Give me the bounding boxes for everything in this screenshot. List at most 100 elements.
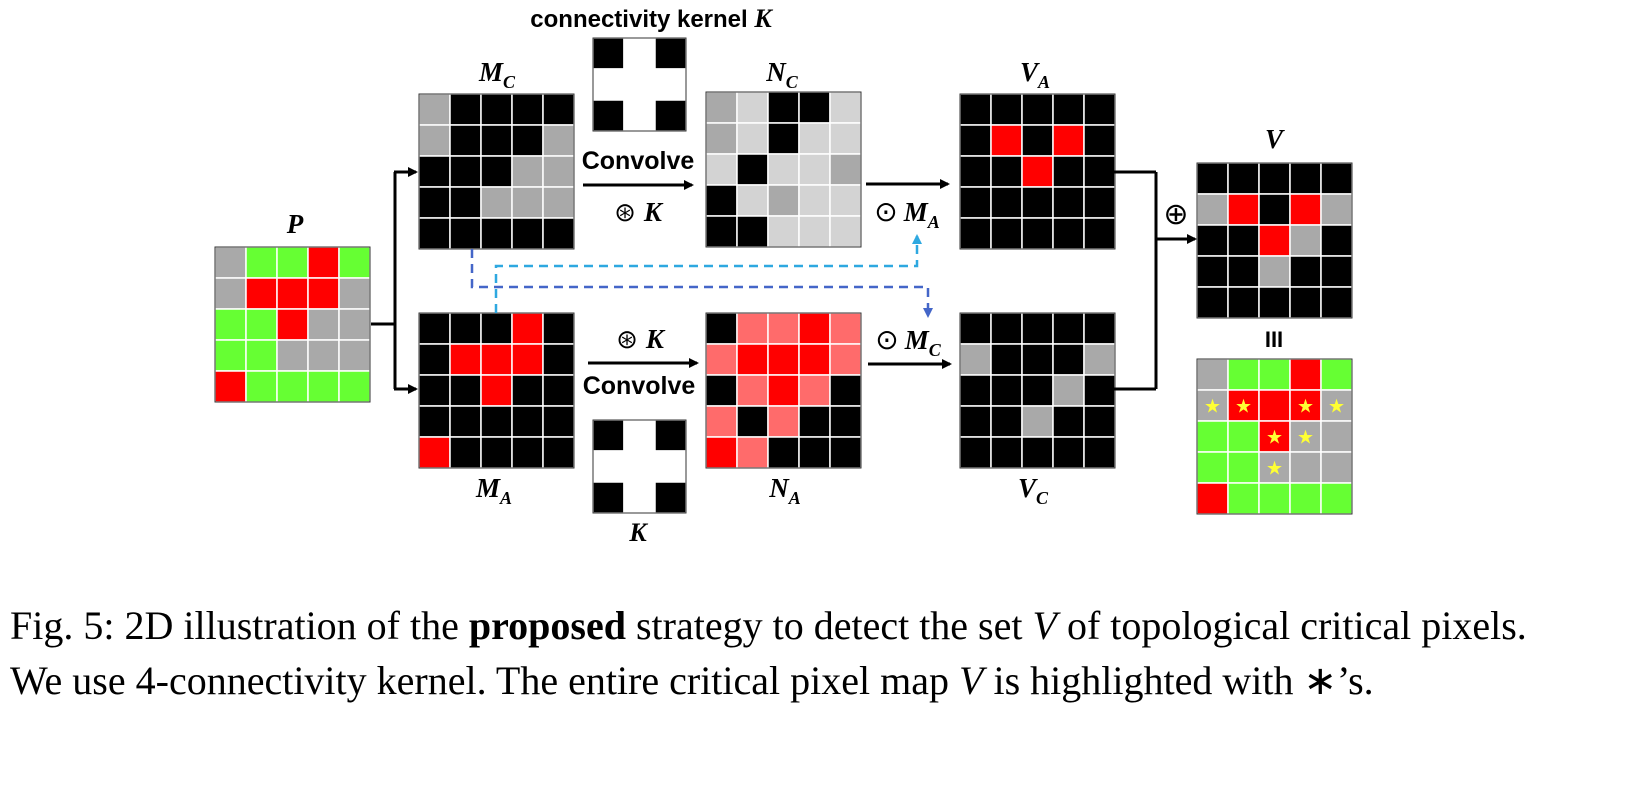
- grid-cell: [542, 436, 575, 469]
- grid-cell: [959, 155, 992, 188]
- grid-mc: [418, 93, 575, 250]
- grid-cell: [1052, 343, 1085, 376]
- grid-cell: [736, 122, 769, 155]
- grid-cell: [736, 184, 769, 217]
- grid-cell: [1021, 405, 1054, 438]
- grid-cell: [1320, 255, 1353, 288]
- grid-cell: [1320, 224, 1353, 257]
- label-p: P: [286, 209, 304, 239]
- grid-cell: [1021, 93, 1054, 126]
- grid-cell: [990, 93, 1023, 126]
- grid-cell: [1227, 224, 1260, 257]
- grid-cell: [990, 436, 1023, 469]
- grid-cell: [214, 277, 247, 310]
- label-na: NA: [768, 473, 801, 508]
- grid-cell: [959, 93, 992, 126]
- grid-cell: [511, 155, 544, 188]
- grid-cell: [705, 343, 738, 376]
- grid-cell: [542, 312, 575, 345]
- label-oplus: ⊕: [1163, 197, 1188, 232]
- grid-cell: [1258, 358, 1291, 391]
- grid-cell: [418, 93, 451, 126]
- grid-cell: [480, 93, 513, 126]
- grid-vc: [959, 312, 1116, 469]
- grid-border: [705, 312, 862, 469]
- grid-cell: [1227, 420, 1260, 453]
- grid-cell: [418, 343, 451, 376]
- grid-border: [592, 419, 687, 514]
- grid-cell: [1320, 451, 1353, 484]
- grid-cell: [480, 155, 513, 188]
- grid-cell: [1258, 193, 1291, 226]
- grid-cell: [480, 436, 513, 469]
- grid-cell: [990, 186, 1023, 219]
- grid-cell: [542, 155, 575, 188]
- grid-cell: [705, 215, 738, 248]
- grid-cell: [654, 68, 687, 101]
- grid-cell: [798, 405, 831, 438]
- grid-cell: [829, 153, 862, 186]
- grid-cell: [1289, 286, 1322, 319]
- grid-cell: [736, 405, 769, 438]
- grid-cell: [829, 436, 862, 469]
- grid-cell: [338, 277, 371, 310]
- grid-cell: [542, 405, 575, 438]
- grid-cell: [449, 436, 482, 469]
- grid-cell: [767, 312, 800, 345]
- grid-cell: [959, 312, 992, 345]
- grid-cell: [767, 153, 800, 186]
- grid-cell: [990, 124, 1023, 157]
- grid-cell: [959, 186, 992, 219]
- grid-cell: [480, 217, 513, 250]
- grid-nc: [705, 91, 862, 248]
- grid-cell: [1052, 93, 1085, 126]
- grid-cell: [214, 370, 247, 403]
- grid-cell: [1196, 224, 1229, 257]
- grid-cell: [1052, 217, 1085, 250]
- grid-cell: [276, 370, 309, 403]
- grid-cell: [767, 215, 800, 248]
- grid-cell: [542, 343, 575, 376]
- grid-cell: [1196, 193, 1229, 226]
- grid-cell: [338, 339, 371, 372]
- grid-cell: [418, 155, 451, 188]
- grid-cell: [338, 246, 371, 279]
- grid-cell: [1083, 186, 1116, 219]
- grid-cell: [214, 308, 247, 341]
- grid-cell: [767, 184, 800, 217]
- label-nc: NC: [765, 57, 799, 92]
- grid-cell: [959, 405, 992, 438]
- grid-cell: [480, 374, 513, 407]
- grid-cell: [449, 374, 482, 407]
- grid-cell: [1227, 451, 1260, 484]
- grid-cell: [1227, 162, 1260, 195]
- grid-cell: [705, 153, 738, 186]
- grid-cell: [798, 343, 831, 376]
- grid-cell: [480, 405, 513, 438]
- grid-cell: [959, 374, 992, 407]
- grid-cell: [1289, 451, 1322, 484]
- grid-iii: [1196, 358, 1353, 515]
- grid-cell: [307, 308, 340, 341]
- grid-cell: [276, 339, 309, 372]
- grid-cell: [623, 37, 656, 70]
- grid-cell: [736, 374, 769, 407]
- grid-cell: [1289, 224, 1322, 257]
- grid-cell: [1289, 162, 1322, 195]
- grid-cell: [1227, 193, 1260, 226]
- grid-cell: [449, 312, 482, 345]
- grid-cell: [798, 91, 831, 124]
- grid-cell: [1227, 389, 1260, 422]
- label-kernel-bottom: K: [628, 518, 648, 547]
- grid-cell: [1258, 420, 1291, 453]
- grid-na: [705, 312, 862, 469]
- grid-cell: [338, 370, 371, 403]
- grid-cell: [245, 308, 278, 341]
- grid-cell: [418, 217, 451, 250]
- star-icon: ★: [1328, 396, 1345, 418]
- grid-cell: [990, 343, 1023, 376]
- grid-cell: [511, 405, 544, 438]
- grid-cell: [654, 419, 687, 452]
- grid-cell: [798, 153, 831, 186]
- grid-cell: [592, 68, 625, 101]
